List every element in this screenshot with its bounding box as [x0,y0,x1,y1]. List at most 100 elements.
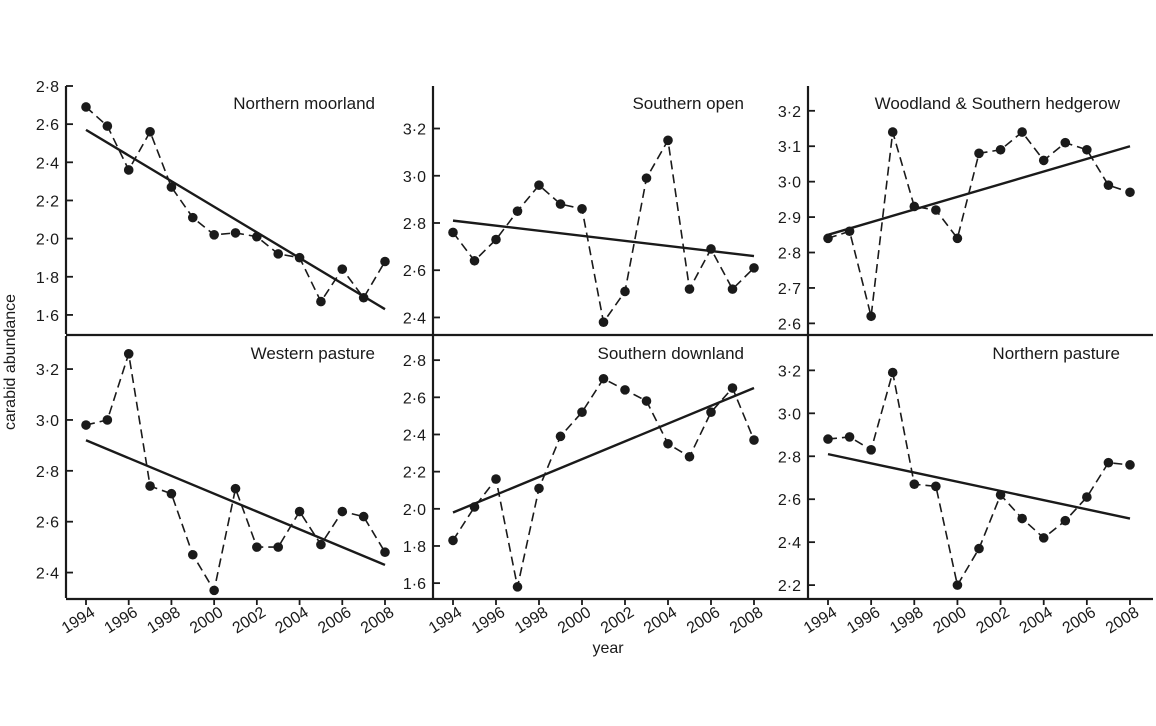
y-axis-title: carabid abundance [2,294,19,430]
y-tick-label: 1·6 [36,308,59,325]
data-point [706,407,716,417]
data-point [512,206,523,216]
data-point [823,434,833,444]
data-point [380,256,390,267]
data-point [358,511,369,522]
data-point [577,204,587,214]
data-point [823,233,833,244]
data-point [641,396,652,406]
data-point [1060,137,1071,148]
y-tick-label: 2·0 [36,232,59,249]
y-tick-label: 3·2 [778,104,801,121]
data-point [1060,515,1071,526]
y-tick-label: 2·6 [403,263,426,280]
data-point [273,249,284,259]
data-point [145,481,155,491]
y-tick-label: 3·2 [36,362,59,379]
x-tick-label: 2002 [598,604,637,637]
data-point [1017,513,1027,524]
data-point [316,539,326,550]
x-tick-label: 1994 [801,604,840,637]
data-point [952,233,963,244]
data-point [1017,127,1027,137]
x-tick-label: 2000 [930,604,969,637]
data-point [931,481,941,492]
data-point [448,535,458,546]
data-point [684,284,695,294]
trend-line [85,439,386,567]
data-point [491,474,501,484]
data-point [663,135,673,146]
y-tick-label: 2·8 [403,353,426,370]
data-point [1103,457,1114,468]
y-tick-label: 2·6 [778,316,801,333]
data-point [187,212,198,223]
data-point [974,148,984,159]
y-tick-label: 3·2 [403,122,426,139]
data-point [1125,187,1135,198]
y-tick-label: 3·0 [403,169,426,186]
data-point [620,286,630,297]
y-tick-label: 2·8 [36,464,59,481]
y-tick-label: 2·8 [403,216,426,233]
data-point [974,543,984,554]
data-point [663,438,673,449]
y-tick-label: 2·4 [403,310,426,327]
x-tick-label: 1996 [469,604,508,637]
data-point [209,585,219,596]
data-point [931,205,941,215]
data-point [866,311,876,322]
data-point [577,407,587,417]
x-tick-label: 1998 [887,604,926,637]
y-tick-label: 1·6 [403,576,426,593]
data-point [887,367,898,378]
y-tick-label: 2·4 [403,427,426,444]
y-tick-label: 3·0 [778,175,801,192]
data-point [684,451,695,462]
data-point [598,373,609,384]
y-tick-label: 2·9 [778,210,801,227]
y-tick-label: 2·6 [403,390,426,407]
data-point [995,490,1006,500]
data-point [727,284,738,294]
data-point [887,127,898,137]
x-tick-label: 2004 [272,604,311,637]
data-point [252,542,262,552]
panel-title: Northern moorland [233,94,375,113]
y-tick-label: 2·6 [36,117,59,134]
data-point [230,228,241,238]
x-tick-label: 1998 [144,604,183,637]
x-tick-label: 2006 [315,604,354,637]
data-point [102,121,113,131]
data-point [102,415,113,425]
data-point [534,483,544,494]
data-point [123,349,134,359]
y-tick-label: 2·8 [778,246,801,263]
data-point [1125,460,1135,470]
y-tick-label: 2·4 [36,155,59,172]
data-point [534,180,544,190]
data-point [1082,492,1092,502]
data-point [727,383,738,393]
x-tick-label: 2004 [641,604,680,637]
data-point [448,227,458,238]
x-tick-label: 2002 [230,604,269,637]
data-point [380,547,390,558]
data-point [166,488,177,499]
trend-line [452,386,755,514]
data-point [273,542,284,552]
data-point [909,479,920,489]
data-point [316,296,326,307]
x-tick-label: 1996 [844,604,883,637]
data-point [230,483,241,494]
y-tick-label: 1·8 [36,270,59,287]
y-tick-label: 2·2 [403,465,426,482]
data-point [209,230,219,240]
data-point [81,102,91,112]
data-point [1103,180,1114,190]
data-point [995,144,1006,155]
y-tick-label: 2·6 [778,492,801,509]
x-tick-label: 2008 [1103,604,1142,637]
y-tick-label: 2·0 [403,502,426,519]
y-tick-label: 2·4 [36,566,59,583]
